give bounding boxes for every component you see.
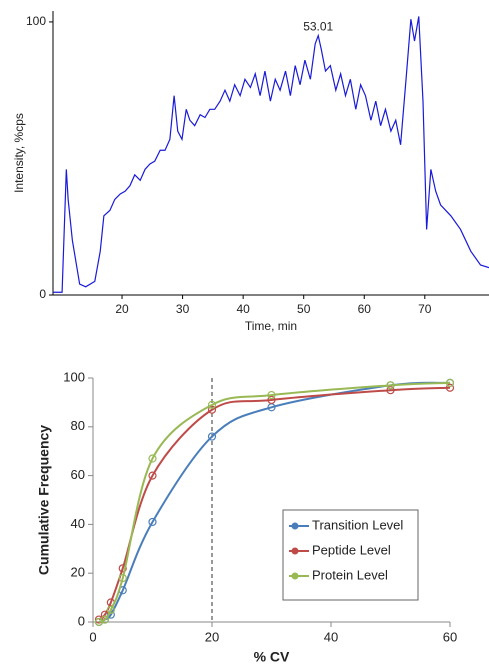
y-tick-label: 100	[26, 14, 46, 28]
series-marker	[148, 454, 157, 463]
series-marker	[207, 405, 217, 414]
x-tick-label: 0	[89, 629, 96, 644]
series-line	[98, 381, 451, 623]
series-marker	[207, 432, 217, 441]
series-marker	[94, 615, 104, 624]
cv-chart: 0 20 40 60 80 100 0 20 40 60 % CV Cumulative Freque…	[36, 369, 458, 664]
annotation: 53.01	[303, 20, 333, 34]
series-marker	[118, 564, 127, 573]
x-axis-title: Time, min	[245, 319, 297, 333]
y-tick-label: 40	[71, 516, 85, 531]
y-tick-label: 20	[71, 565, 85, 580]
series-marker	[148, 517, 157, 527]
series-marker	[445, 383, 455, 392]
legend-label: Protein Level	[312, 567, 388, 582]
series-marker	[100, 615, 110, 624]
series-marker	[267, 395, 276, 405]
y-tick-label: 0	[39, 287, 46, 301]
x-tick-label: 70	[418, 302, 432, 316]
y-tick-label: 100	[63, 369, 85, 384]
legend-marker	[291, 522, 299, 530]
x-tick-label: 50	[297, 302, 311, 316]
y-tick-label: 0	[78, 613, 85, 628]
series-line	[53, 16, 489, 293]
y-tick-label: 60	[71, 467, 85, 482]
legend-label: Transition Level	[312, 517, 403, 532]
y-axis-title: Cumulative Frequency	[36, 425, 52, 575]
y-axis-title: Intensity, %cps	[12, 113, 26, 193]
series-marker	[148, 471, 157, 480]
series-marker	[386, 386, 395, 395]
x-tick-label: 40	[236, 302, 250, 316]
series-marker	[207, 400, 217, 409]
series-marker	[386, 381, 395, 390]
x-tick-label: 20	[205, 629, 219, 644]
x-tick-label: 60	[358, 302, 372, 316]
series-marker	[106, 605, 115, 614]
legend-label: Peptide Level	[312, 542, 391, 557]
chromatogram: 0 100 20 30 40 50 60 70 Time, min Intensity, %cps…	[12, 11, 489, 333]
series-marker	[118, 573, 127, 583]
series-marker	[267, 390, 276, 400]
series-marker	[445, 378, 455, 387]
x-tick-label: 30	[176, 302, 190, 316]
x-axis-title: % CV	[254, 649, 290, 665]
x-tick-label: 40	[324, 629, 338, 644]
x-tick-label: 60	[443, 629, 457, 644]
legend-marker	[291, 547, 299, 555]
legend-marker	[291, 572, 299, 580]
x-tick-label: 20	[115, 302, 129, 316]
y-tick-label: 80	[71, 418, 85, 433]
